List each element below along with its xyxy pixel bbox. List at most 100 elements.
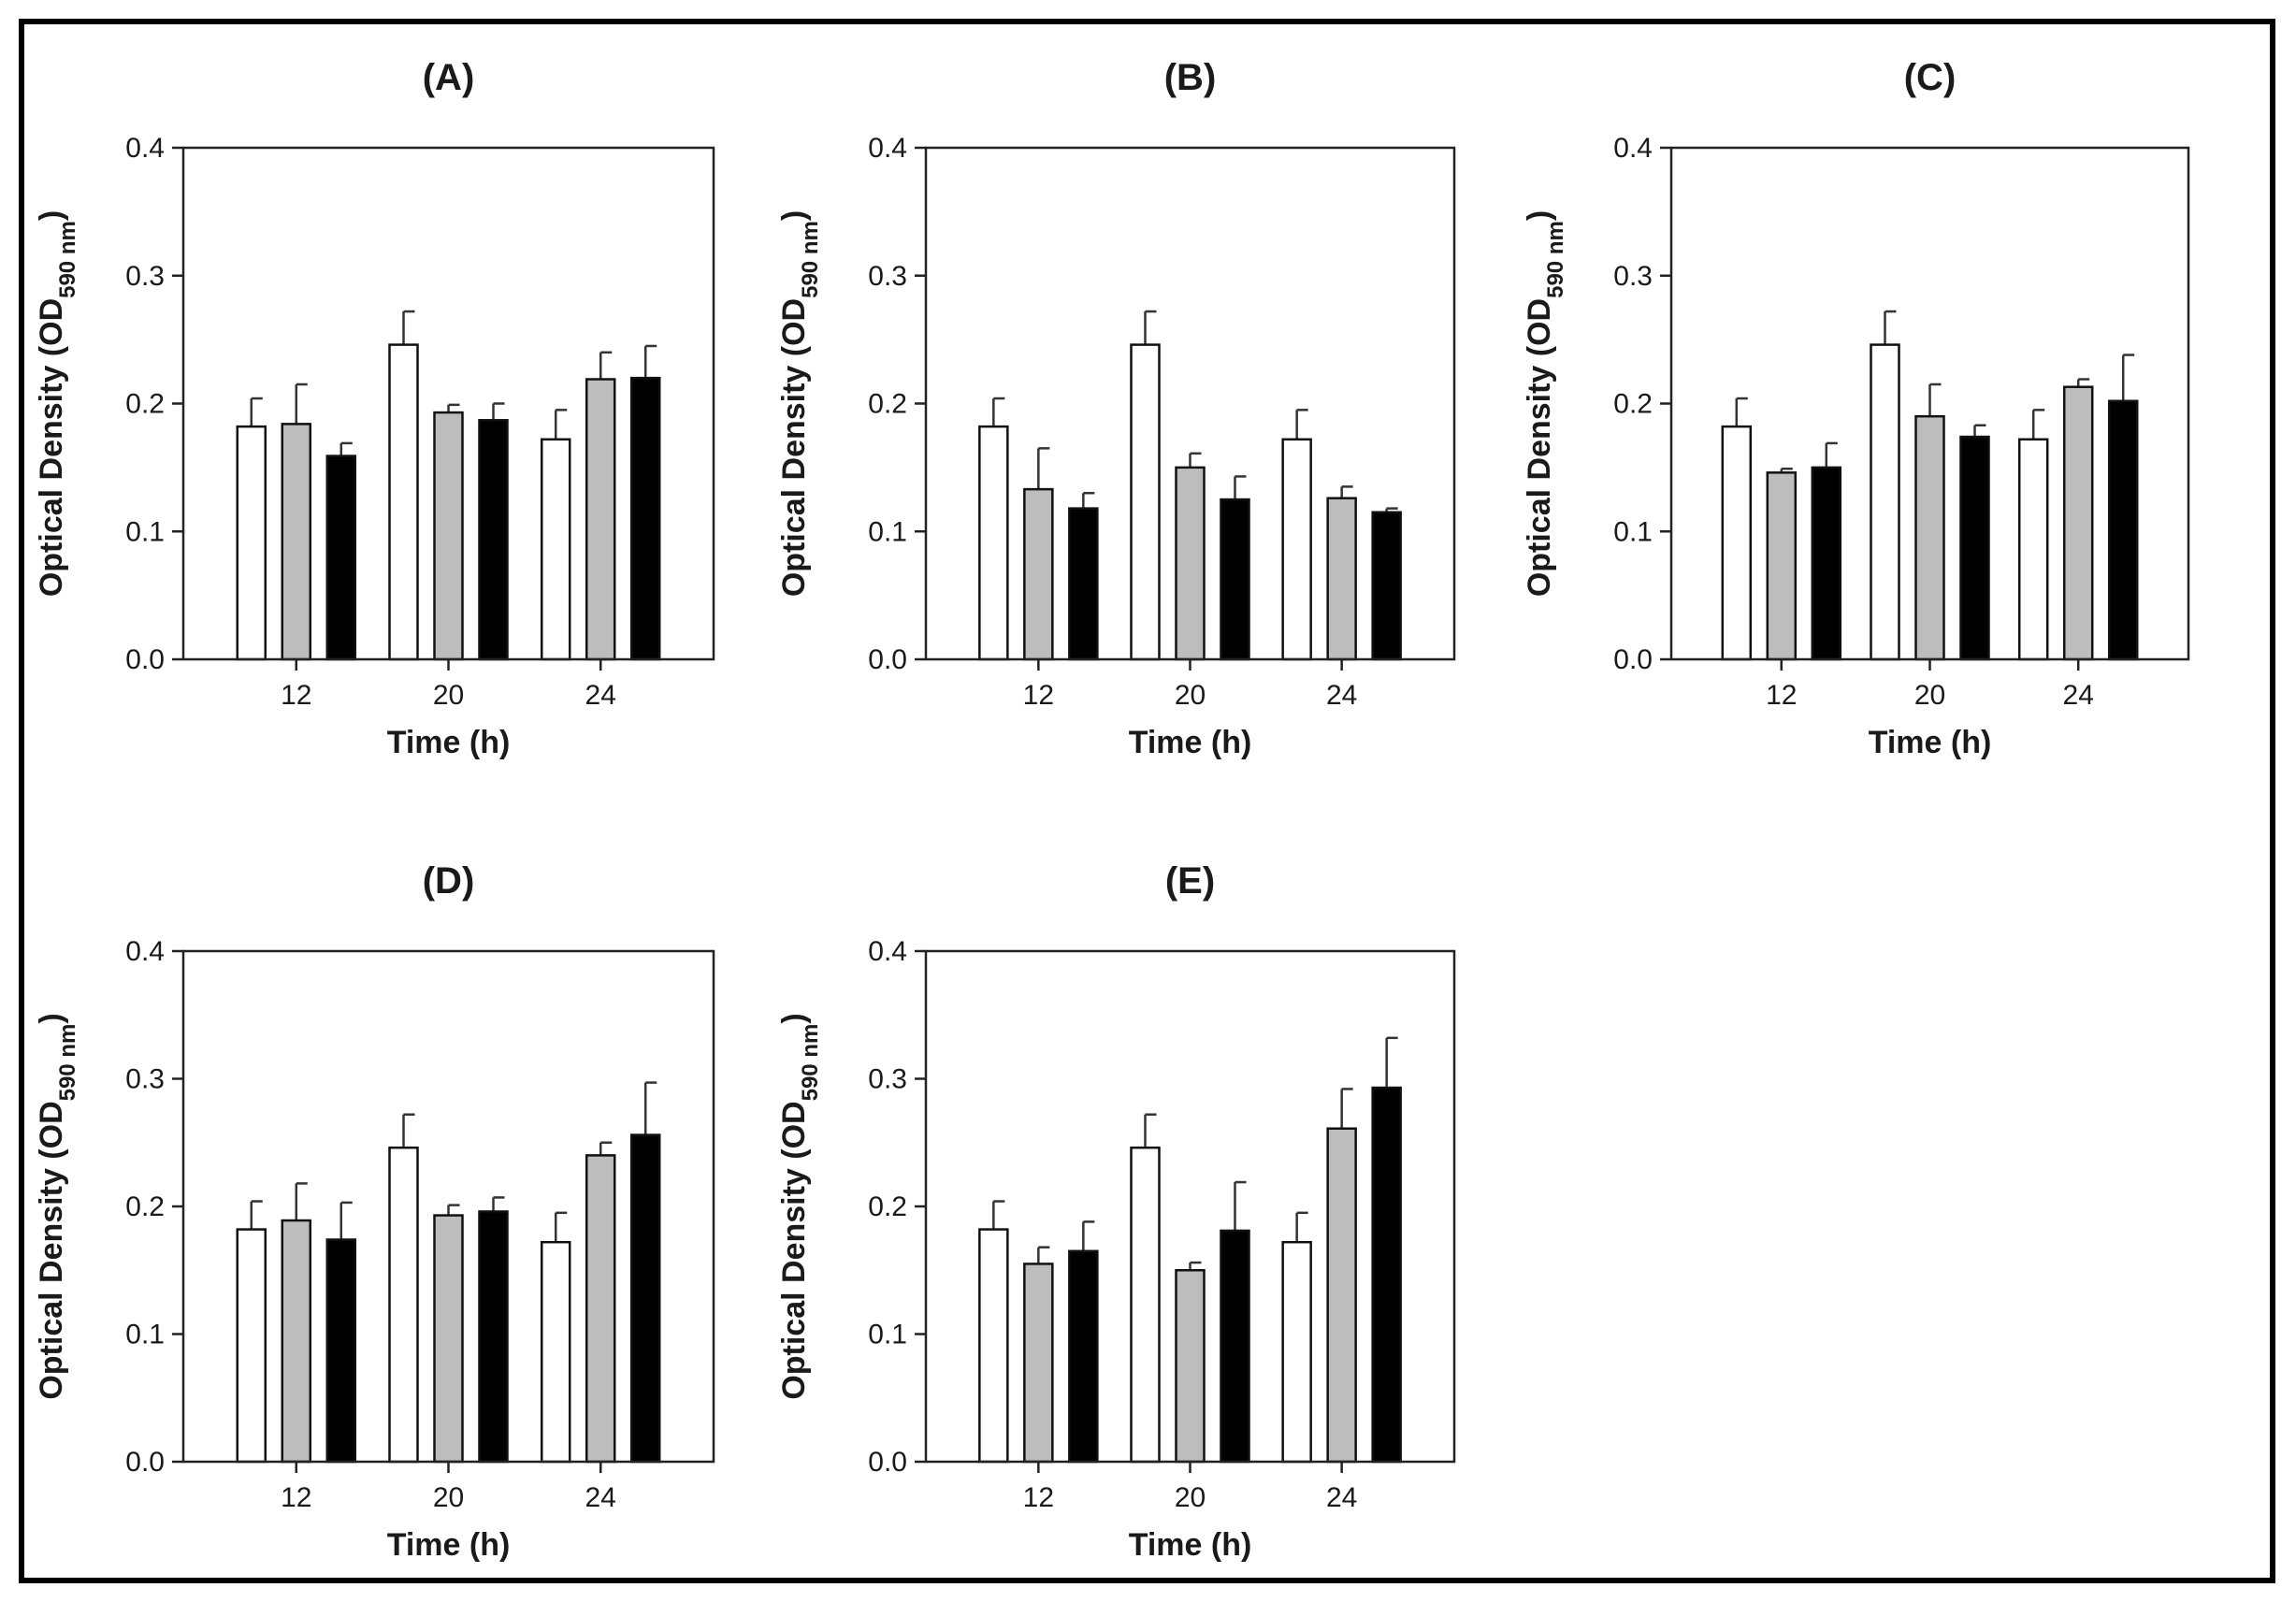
chart-4-bar-white-24 [1281,1240,1312,1464]
chart-3-bar-grey-20 [433,1214,464,1464]
chart-0-bar-white-12 [236,425,267,661]
chart-1-bar-white-20 [1130,343,1161,661]
chart-3-bar-white-12 [236,1228,267,1464]
chart-4-xlabel: Time (h) [1129,1527,1252,1563]
chart-4-xtick-label-12: 12 [1023,1482,1054,1513]
chart-0-ytick-label-0.0: 0.0 [125,644,165,675]
chart-4-ytick-label-0.1: 0.1 [868,1320,907,1350]
chart-3-ylabel-close: ) [34,1013,69,1023]
chart-2-ylabel-main: Optical Density (OD [1522,298,1557,597]
chart-0-bar-black-24 [629,376,661,661]
chart-4-ytick-label-0.4: 0.4 [868,936,907,967]
chart-0-bar-white-20 [388,343,419,661]
chart-4-bar-black-24 [1371,1086,1402,1464]
chart-4-bar-grey-20 [1175,1269,1206,1464]
chart-4-bar-grey-24 [1326,1127,1357,1464]
chart-1-bar-grey-24 [1326,497,1357,661]
chart-4-xtick-label-24: 24 [1326,1482,1357,1513]
chart-4-ytick-label-0.3: 0.3 [868,1064,907,1095]
chart-1-bar-grey-20 [1175,466,1206,661]
chart-1-xtick-label-12: 12 [1023,680,1054,711]
chart-1-panel: (B) 12 20 24 0.0 0.1 0.2 0.3 0.4 Time (h) Optical … [776,57,1456,760]
chart-2-ytick-label-0.3: 0.3 [1613,261,1653,292]
chart-2-title: (C) [1904,57,1957,98]
chart-0-bar-white-24 [540,438,571,661]
chart-3-ylabel-sub: 590 nm [55,1024,80,1102]
chart-0-title: (A) [423,57,475,98]
chart-3-ytick-label-0.2: 0.2 [125,1191,165,1222]
chart-0-bar-black-20 [478,419,509,661]
chart-2-ylabel-sub: 590 nm [1543,221,1568,298]
chart-0-xtick-label-12: 12 [281,680,311,711]
chart-1-ytick-label-0.1: 0.1 [868,516,907,547]
chart-4-ylabel-close: ) [776,1013,812,1023]
chart-2-ylabel-close: ) [1522,210,1557,221]
chart-2-bar-grey-24 [2062,385,2094,661]
chart-3-ytick-label-0.1: 0.1 [125,1320,165,1350]
chart-3-bar-grey-12 [281,1219,312,1464]
chart-4-bar-white-12 [978,1228,1009,1464]
chart-0-xtick-label-20: 20 [433,680,464,711]
chart-0-bar-grey-24 [585,378,616,661]
chart-0-xlabel: Time (h) [387,725,511,760]
chart-4-bar-black-12 [1068,1249,1099,1464]
chart-0-bar-grey-20 [433,411,464,661]
chart-2-panel: (C) 12 20 24 0.0 0.1 0.2 0.3 0.4 Time (h) Optical … [1522,57,2190,760]
chart-2-ytick-label-0.1: 0.1 [1613,516,1653,547]
chart-4-ylabel-main: Optical Density (OD [776,1101,812,1399]
chart-2-bar-grey-12 [1766,471,1798,661]
chart-2-bar-white-20 [1870,343,1900,661]
chart-2-xtick-label-12: 12 [1766,680,1797,711]
chart-1-ytick-label-0.2: 0.2 [868,389,907,420]
chart-4-bar-black-20 [1220,1229,1250,1464]
chart-3-bar-black-12 [325,1238,357,1464]
chart-4-ytick-label-0.0: 0.0 [868,1447,907,1478]
chart-2-xlabel: Time (h) [1869,725,1992,760]
chart-0-bar-black-12 [325,455,357,661]
chart-0-ytick-label-0.4: 0.4 [125,133,165,164]
chart-1-ylabel-sub: 590 nm [798,221,823,298]
chart-3-title: (D) [423,860,475,902]
chart-1-ylabel-close: ) [776,210,812,221]
chart-1-ylabel-main: Optical Density (OD [776,298,812,597]
chart-0-ylabel-main: Optical Density (OD [34,298,69,597]
chart-4-bar-grey-12 [1023,1263,1054,1464]
chart-4-ytick-label-0.2: 0.2 [868,1191,907,1222]
chart-3-ylabel: Optical Density (OD590 nm) [34,1013,80,1399]
chart-1-xlabel: Time (h) [1129,725,1252,760]
chart-1-xtick-label-24: 24 [1326,680,1357,711]
chart-1-xtick-label-20: 20 [1175,680,1206,711]
chart-2-bar-grey-20 [1914,414,1945,661]
chart-2-bar-black-12 [1811,466,1842,661]
chart-1-bar-white-24 [1281,438,1312,661]
chart-4-bar-white-20 [1130,1146,1161,1464]
chart-1-title: (B) [1164,57,1217,98]
chart-3-xtick-label-24: 24 [585,1482,616,1513]
chart-1-bar-black-12 [1068,507,1099,661]
chart-2-bar-black-24 [2107,399,2139,661]
chart-1-ylabel: Optical Density (OD590 nm) [776,210,823,597]
chart-2-bar-white-24 [2017,438,2049,661]
chart-1-ytick-label-0.3: 0.3 [868,261,907,292]
chart-0-panel: (A) 12 20 24 0.0 0.1 0.2 0.3 0.4 Time (h) Optical … [34,57,715,760]
chart-4-ylabel: Optical Density (OD590 nm) [776,1013,823,1399]
chart-3-bar-grey-24 [585,1154,616,1464]
chart-3-ytick-label-0.3: 0.3 [125,1064,165,1095]
chart-3-ytick-label-0.0: 0.0 [125,1447,165,1478]
chart-4-title: (E) [1165,860,1215,902]
chart-0-ylabel-close: ) [34,210,69,221]
chart-3-panel: (D) 12 20 24 0.0 0.1 0.2 0.3 0.4 Time (h) Optical … [34,860,715,1563]
chart-0-bar-grey-12 [281,423,312,661]
chart-0-ytick-label-0.3: 0.3 [125,261,165,292]
chart-4-ylabel-sub: 590 nm [798,1024,823,1102]
chart-3-xtick-label-20: 20 [433,1482,464,1513]
chart-2-ylabel: Optical Density (OD590 nm) [1522,210,1568,597]
chart-1-bar-grey-12 [1023,487,1054,661]
chart-1-bar-black-20 [1220,498,1250,661]
chart-3-ytick-label-0.4: 0.4 [125,936,165,967]
chart-3-bar-white-24 [540,1240,571,1464]
chart-4-panel: (E) 12 20 24 0.0 0.1 0.2 0.3 0.4 Time (h) Optical … [776,860,1456,1563]
chart-3-xtick-label-12: 12 [281,1482,311,1513]
chart-2-xtick-label-24: 24 [2063,680,2094,711]
